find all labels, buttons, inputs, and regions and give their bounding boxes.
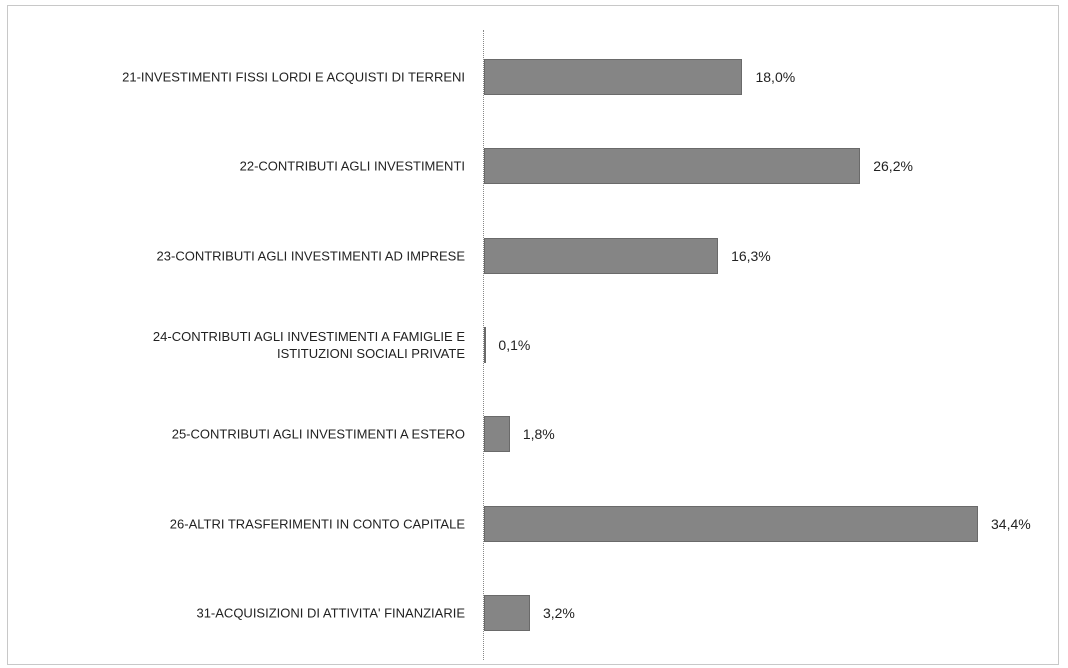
data-label: 16,3% — [731, 247, 771, 264]
data-label: 0,1% — [498, 336, 531, 353]
bar — [484, 505, 978, 542]
category-label: 22-CONTRIBUTI AGLI INVESTIMENTI — [239, 158, 465, 174]
data-label: 34,4% — [991, 515, 1031, 532]
chart-frame — [7, 5, 1059, 665]
category-label: 23-CONTRIBUTI AGLI INVESTIMENTI AD IMPRE… — [156, 248, 465, 264]
bar — [484, 148, 861, 185]
bar — [484, 416, 510, 453]
data-label: 26,2% — [873, 158, 913, 175]
data-label: 1,8% — [522, 426, 555, 443]
category-label: 26-ALTRI TRASFERIMENTI IN CONTO CAPITALE — [169, 516, 465, 531]
category-label: 24-CONTRIBUTI AGLI INVESTIMENTI A FAMIGL… — [152, 328, 465, 361]
bar — [484, 237, 719, 274]
data-label: 3,2% — [542, 604, 575, 621]
bar — [484, 594, 530, 631]
category-label: 25-CONTRIBUTI AGLI INVESTIMENTI A ESTERO — [171, 426, 465, 442]
category-label: 21-INVESTIMENTI FISSI LORDI E ACQUISTI D… — [122, 69, 465, 85]
category-axis — [483, 30, 484, 660]
bar — [484, 59, 743, 95]
data-label: 18,0% — [755, 69, 796, 85]
category-label: 31-ACQUISIZIONI DI ATTIVITA' FINANZIARIE — [196, 605, 465, 621]
bar — [484, 326, 486, 363]
